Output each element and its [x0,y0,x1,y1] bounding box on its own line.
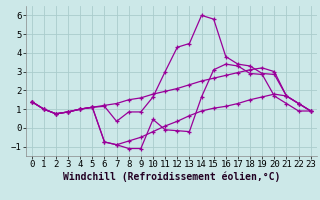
X-axis label: Windchill (Refroidissement éolien,°C): Windchill (Refroidissement éolien,°C) [62,172,280,182]
